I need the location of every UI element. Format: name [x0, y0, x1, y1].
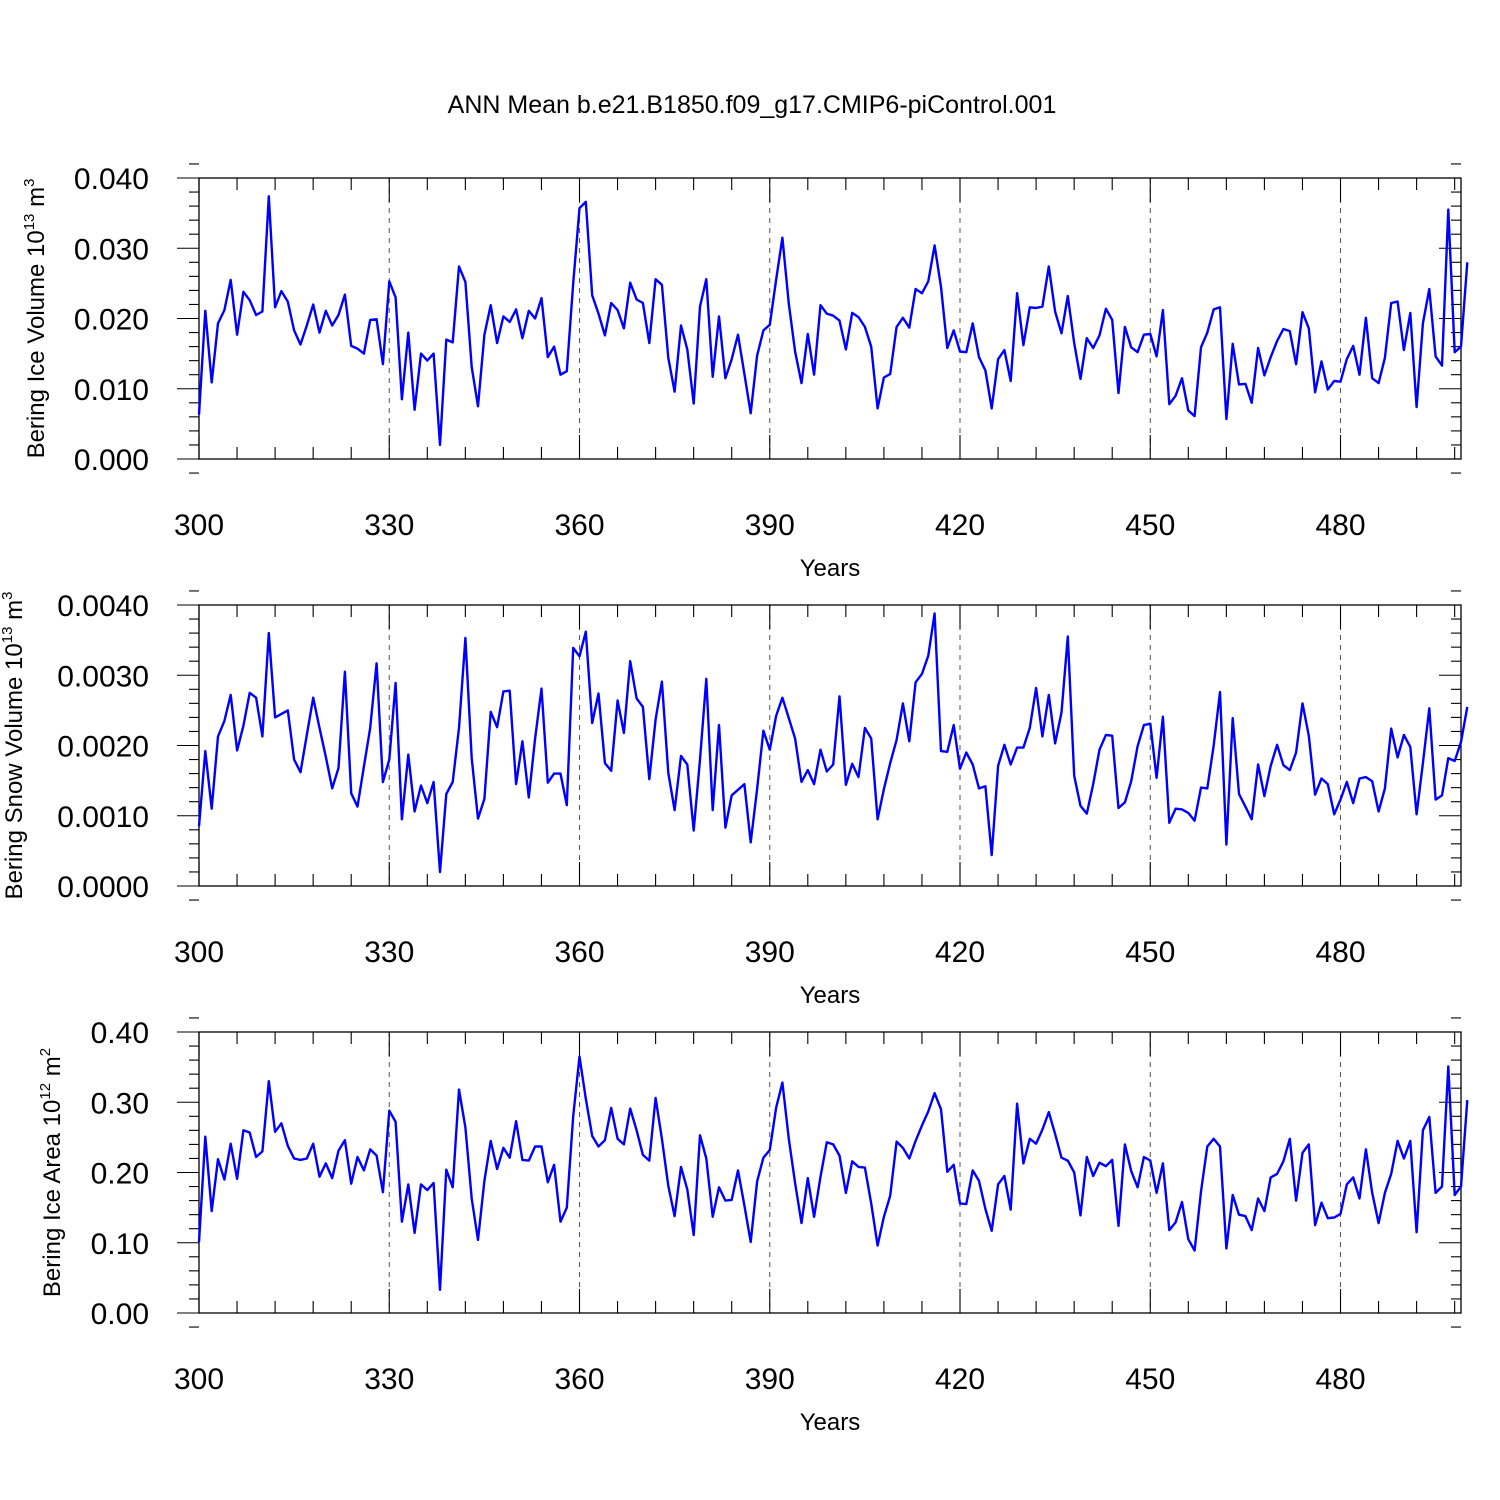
- y-axis-label-superscript: 2: [37, 1048, 54, 1056]
- y-axis-label-text: Bering Snow Volume 10: [1, 643, 28, 899]
- x-tick-label: 480: [1315, 509, 1365, 542]
- y-axis-label: Bering Ice Volume 1013 m3: [21, 179, 50, 459]
- y-axis-label-superscript: 13: [21, 214, 38, 231]
- x-tick-label: 330: [364, 1363, 414, 1396]
- x-tick-label: 360: [554, 1363, 604, 1396]
- y-tick-label: 0.0020: [57, 731, 149, 764]
- x-tick-label: 300: [174, 1363, 224, 1396]
- plot-frame: [198, 1031, 1462, 1314]
- plot-frame: [198, 177, 1462, 460]
- y-tick-label: 0.0000: [57, 871, 149, 904]
- y-tick-label: 0.000: [74, 444, 149, 477]
- y-tick-label: 0.030: [74, 233, 149, 266]
- x-tick-label: 330: [364, 509, 414, 542]
- x-tick-label: 450: [1125, 509, 1175, 542]
- y-tick-label: 0.040: [74, 163, 149, 196]
- chart-panel-1: 0.000 0.010 0.020 0.030 0.040 300 330 360 390 420…: [21, 163, 1469, 582]
- data-series-line: [197, 1055, 1469, 1292]
- x-tick-label: 390: [745, 1363, 795, 1396]
- x-axis-label: Years: [800, 555, 861, 582]
- x-axis-label: Years: [800, 982, 861, 1009]
- x-tick-label: 420: [935, 509, 985, 542]
- x-tick-label: 450: [1125, 1363, 1175, 1396]
- y-tick-label: 0.10: [91, 1228, 149, 1261]
- x-tick-label: 300: [174, 936, 224, 969]
- x-tick-label: 360: [554, 936, 604, 969]
- y-tick-label: 0.010: [74, 374, 149, 407]
- data-series-line: [197, 195, 1469, 447]
- plot-frame: [198, 604, 1462, 887]
- y-tick-label: 0.0040: [57, 590, 149, 623]
- y-axis-label-superscript: 3: [21, 179, 38, 187]
- chart-panels: 0.000 0.010 0.020 0.030 0.040 300 330 360 390 420…: [0, 163, 1469, 1436]
- y-tick-label: 0.020: [74, 304, 149, 337]
- figure-title: ANN Mean b.e21.B1850.f09_g17.CMIP6-piCon…: [448, 91, 1057, 119]
- x-tick-label: 360: [554, 509, 604, 542]
- y-tick-label: 0.30: [91, 1087, 149, 1120]
- x-tick-label: 420: [935, 1363, 985, 1396]
- y-axis-label-text: m: [1, 600, 28, 627]
- y-tick-label: 0.20: [91, 1158, 149, 1191]
- y-axis-label-superscript: 3: [0, 592, 16, 600]
- y-axis-label-text: Bering Ice Area 10: [39, 1100, 66, 1297]
- y-axis-label: Bering Snow Volume 1013 m3: [0, 592, 28, 900]
- chart-panel-3: 0.00 0.10 0.20 0.30 0.40 300 330 360 390 420 450 48…: [37, 1017, 1469, 1436]
- x-tick-label: 480: [1315, 936, 1365, 969]
- y-axis-label: Bering Ice Area 1012 m2: [37, 1048, 66, 1297]
- x-tick-label: 450: [1125, 936, 1175, 969]
- x-tick-label: 390: [745, 509, 795, 542]
- chart-panel-2: 0.0000 0.0010 0.0020 0.0030 0.0040 300 330 360 3…: [0, 590, 1469, 1009]
- y-axis-label-superscript: 12: [37, 1083, 54, 1100]
- x-tick-label: 390: [745, 936, 795, 969]
- y-axis-label-text: m: [39, 1056, 66, 1083]
- data-series-line: [197, 612, 1469, 874]
- x-tick-label: 330: [364, 936, 414, 969]
- y-tick-label: 0.0030: [57, 660, 149, 693]
- x-tick-label: 420: [935, 936, 985, 969]
- y-tick-label: 0.00: [91, 1298, 149, 1331]
- y-axis-label-text: Bering Ice Volume 10: [23, 230, 50, 458]
- y-tick-label: 0.0010: [57, 801, 149, 834]
- x-axis-label: Years: [800, 1409, 861, 1436]
- y-axis-label-superscript: 13: [0, 627, 16, 644]
- x-tick-label: 480: [1315, 1363, 1365, 1396]
- y-tick-label: 0.40: [91, 1017, 149, 1050]
- y-axis-label-text: m: [23, 187, 50, 214]
- x-tick-label: 300: [174, 509, 224, 542]
